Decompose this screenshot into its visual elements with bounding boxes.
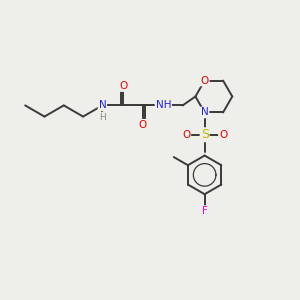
Text: O: O xyxy=(219,130,227,140)
Text: O: O xyxy=(119,81,127,91)
Text: NH: NH xyxy=(156,100,171,110)
Text: H: H xyxy=(99,113,106,122)
Text: N: N xyxy=(201,107,208,118)
Text: F: F xyxy=(202,206,208,216)
Text: O: O xyxy=(200,76,209,85)
Text: N: N xyxy=(98,100,106,110)
Text: S: S xyxy=(201,128,208,141)
Text: O: O xyxy=(138,120,147,130)
Text: O: O xyxy=(182,130,190,140)
